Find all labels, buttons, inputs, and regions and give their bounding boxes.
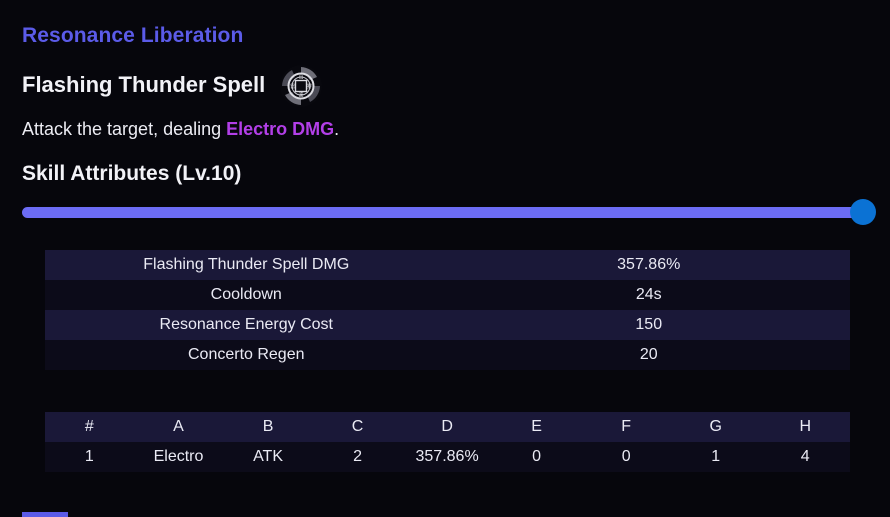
cell-f: 0: [621, 448, 631, 465]
skill-category-label: Resonance Liberation: [22, 24, 244, 47]
table-row: Flashing Thunder Spell DMG 357.86%: [45, 250, 850, 280]
cell-index: 1: [84, 448, 94, 465]
column-header-g: G: [709, 418, 722, 435]
column-header-c: C: [351, 418, 364, 435]
column-header-e: E: [531, 418, 542, 435]
column-header-index: #: [84, 418, 94, 435]
attribute-value: 24s: [635, 286, 662, 303]
column-header-b: B: [262, 418, 274, 435]
attribute-name: Concerto Regen: [187, 346, 305, 363]
table-row: Cooldown 24s: [45, 280, 850, 310]
cell-a: Electro: [153, 448, 204, 465]
table-header-row: # A B C D E F G H: [45, 412, 850, 442]
cell-e: 0: [532, 448, 542, 465]
skill-description: Attack the target, dealing Electro DMG.: [22, 119, 339, 140]
skill-description-suffix: .: [334, 119, 340, 139]
electro-dmg-highlight: Electro DMG: [226, 119, 335, 139]
svg-text:雾: 雾: [307, 83, 312, 90]
skill-matrix-table: # A B C D E F G H 1 Electro ATK 2 357.86…: [45, 412, 850, 472]
table-row: Resonance Energy Cost 150: [45, 310, 850, 340]
attribute-name: Flashing Thunder Spell DMG: [143, 256, 350, 273]
skill-level-slider[interactable]: [22, 198, 876, 226]
cell-h: 4: [800, 448, 810, 465]
skill-attributes-heading: Skill Attributes (Lv.10): [22, 162, 242, 185]
column-header-d: D: [441, 418, 453, 435]
slider-thumb[interactable]: [850, 199, 876, 225]
column-header-a: A: [173, 418, 184, 435]
column-header-h: H: [799, 418, 811, 435]
next-section-clipped-text: [22, 512, 68, 517]
cell-c: 2: [353, 448, 363, 465]
svg-text:波: 波: [299, 92, 304, 99]
attribute-value: 150: [635, 316, 663, 333]
cell-d: 357.86%: [415, 448, 479, 465]
attribute-value: 20: [639, 346, 658, 363]
skill-attributes-table: Flashing Thunder Spell DMG 357.86% Coold…: [45, 250, 850, 370]
svg-text:山: 山: [299, 74, 304, 81]
skill-title-row: Flashing Thunder Spell 山 雷 雾 波: [22, 65, 323, 107]
slider-track[interactable]: [22, 207, 862, 218]
flashing-thunder-spell-icon: 山 雷 雾 波: [279, 64, 323, 108]
table-row: Concerto Regen 20: [45, 340, 850, 370]
attribute-name: Resonance Energy Cost: [159, 316, 333, 333]
attribute-name: Cooldown: [210, 286, 282, 303]
column-header-f: F: [621, 418, 632, 435]
table-row: 1 Electro ATK 2 357.86% 0 0 1 4: [45, 442, 850, 472]
attribute-value: 357.86%: [617, 256, 681, 273]
cell-b: ATK: [253, 448, 283, 465]
page-title: Flashing Thunder Spell: [22, 72, 266, 97]
svg-text:雷: 雷: [290, 84, 295, 90]
cell-g: 1: [711, 448, 721, 465]
skill-description-prefix: Attack the target, dealing: [22, 119, 227, 139]
